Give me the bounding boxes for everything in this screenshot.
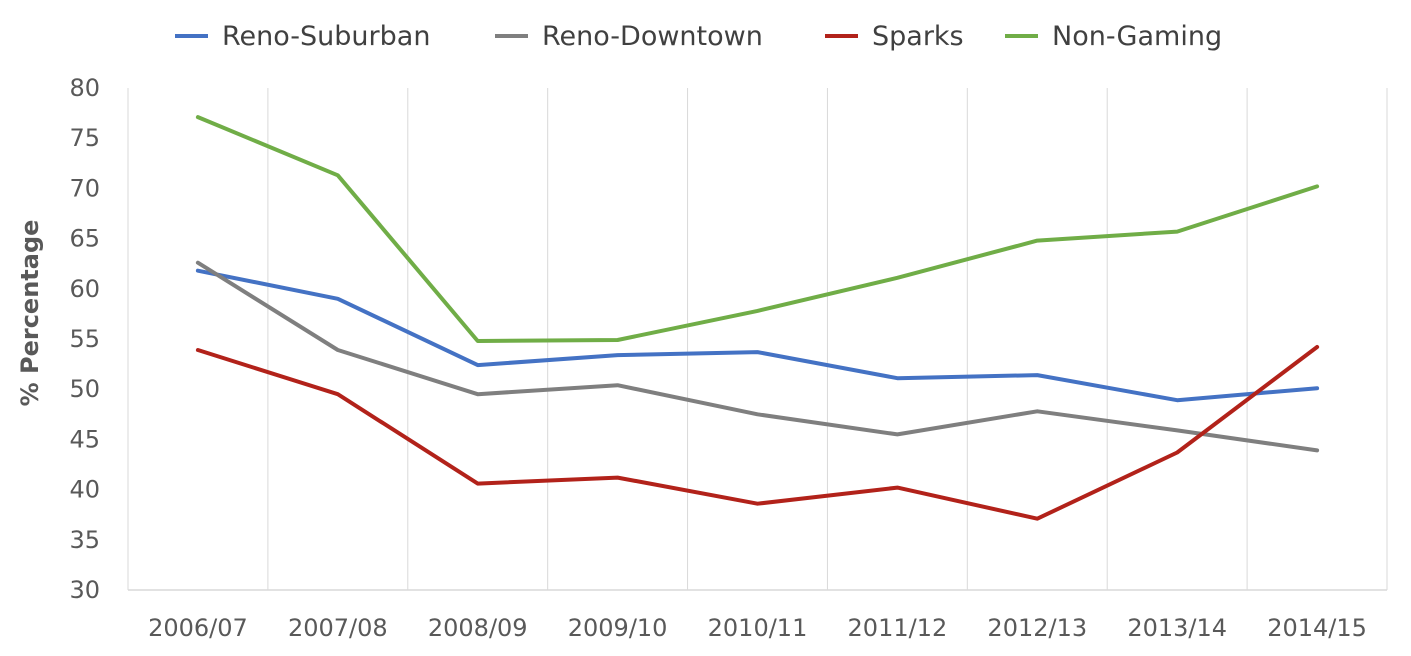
x-tick-label: 2009/10 — [568, 614, 668, 642]
x-tick-label: 2012/13 — [987, 614, 1087, 642]
y-tick-label: 70 — [69, 174, 100, 202]
y-tick-label: 80 — [69, 74, 100, 102]
x-tick-label: 2008/09 — [428, 614, 528, 642]
y-tick-label: 55 — [69, 325, 100, 353]
y-tick-label: 65 — [69, 225, 100, 253]
legend-label-sparks: Sparks — [872, 21, 964, 52]
series-lines — [195, 115, 1320, 521]
x-tick-label: 2011/12 — [848, 614, 948, 642]
y-tick-label: 30 — [69, 576, 100, 604]
y-tick-label: 35 — [69, 526, 100, 554]
x-tick-label: 2007/08 — [288, 614, 388, 642]
x-tick-label: 2013/14 — [1127, 614, 1227, 642]
legend-label-reno-suburban: Reno-Suburban — [222, 21, 430, 52]
y-tick-label: 60 — [69, 275, 100, 303]
series-line-sparks — [195, 345, 1320, 521]
x-tick-label: 2014/15 — [1267, 614, 1367, 642]
gridlines — [127, 88, 1388, 591]
y-axis-label: % Percentage — [16, 220, 44, 407]
x-tick-label: 2006/07 — [148, 614, 248, 642]
legend-label-reno-downtown: Reno-Downtown — [542, 21, 763, 52]
y-tick-label: 75 — [69, 124, 100, 152]
x-axis: 2006/07 2007/08 2008/09 2009/10 2010/11 2011/… — [148, 614, 1367, 642]
y-tick-label: 40 — [69, 476, 100, 504]
legend-label-non-gaming: Non-Gaming — [1052, 21, 1222, 52]
series-line-non-gaming — [195, 115, 1320, 343]
legend: Reno-Suburban Reno-Downtown Sparks Non-Gami… — [175, 21, 1222, 52]
y-axis: 30 35 40 45 50 55 60 65 70 75 80 — [69, 74, 100, 604]
y-tick-label: 45 — [69, 425, 100, 453]
series-line-reno-downtown — [195, 260, 1320, 453]
y-tick-label: 50 — [69, 375, 100, 403]
x-tick-label: 2010/11 — [708, 614, 808, 642]
series-line-reno-suburban — [195, 268, 1320, 403]
